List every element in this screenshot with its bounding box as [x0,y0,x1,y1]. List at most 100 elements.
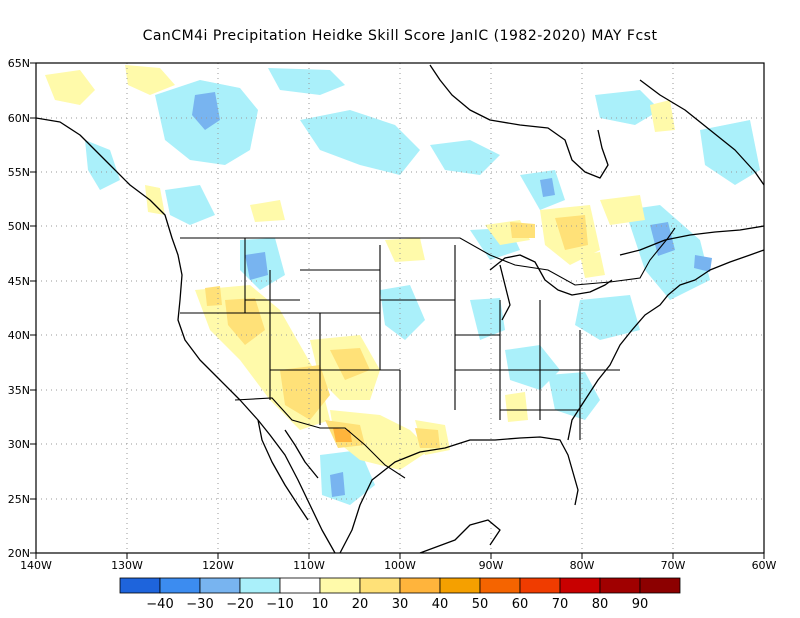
shade-positive [125,65,175,95]
graticule [36,63,764,553]
colorbar-swatch [319,577,361,594]
colorbar-swatch [559,577,601,594]
shade-positive [333,428,352,442]
shade-negative [192,92,220,130]
colorbar-swatch [439,577,481,594]
colorbar-label: −30 [186,597,213,612]
lat-label: 45N [8,275,30,288]
lon-label: 80W [570,559,595,572]
shade-negative [575,295,640,340]
coastlines [36,64,764,553]
lat-label: 60N [8,112,30,125]
lon-label: 70W [661,559,686,572]
colorbar-swatch [479,577,521,594]
shade-positive [225,298,265,345]
colorbar: −40 −30 −20 −10 10 20 30 40 50 60 70 80 90 [119,577,681,612]
lat-label: 65N [8,57,30,70]
shade-negative [245,252,268,280]
map-title: CanCM4i Precipitation Heidke Skill Score… [142,28,658,44]
atlantic-coast [567,249,764,441]
shade-negative [470,298,505,340]
shade-negative [700,120,760,185]
yucatan [419,519,501,553]
colorbar-label: 20 [352,597,369,612]
colorbar-label: 80 [592,597,609,612]
colorbar-swatch [519,577,561,594]
shade-positive [505,392,528,422]
skill-score-shading [45,65,760,505]
shade-negative [380,285,425,340]
shade-negative [268,68,345,95]
shade-negative [300,110,420,175]
colorbar-label: −40 [146,597,173,612]
us-mexico-border [234,397,406,479]
lon-label: 130W [111,559,143,572]
shade-negative [595,90,660,125]
colorbar-swatch [639,577,681,594]
baja-peninsula [257,419,309,521]
shade-negative [165,185,215,225]
shade-positive [45,70,95,105]
shade-negative [330,472,345,497]
us-canada-border [180,227,676,286]
shade-positive [280,365,330,420]
lat-label: 40N [8,329,30,342]
lake-michigan [499,264,511,321]
colorbar-label: 10 [312,597,329,612]
longitude-labels: 140W 130W 120W 110W 100W 90W 80W 70W 60W [20,559,776,572]
shade-positive [205,286,222,306]
colorbar-swatch [119,577,161,594]
great-lakes [489,254,613,296]
lat-label: 30N [8,438,30,451]
shade-positive [145,185,165,215]
pacific-coastline [36,117,336,553]
labrador-coast [639,79,764,186]
lon-label: 140W [20,559,52,572]
colorbar-label: 90 [632,597,649,612]
gulf-coast [339,436,579,553]
colorbar-label: −10 [266,597,293,612]
shade-positive [330,348,370,380]
shade-positive [650,100,675,132]
colorbar-label: 30 [392,597,409,612]
colorbar-label: 40 [432,597,449,612]
colorbar-swatch [599,577,641,594]
lon-label: 60W [752,559,777,572]
shade-negative [548,372,600,420]
axis-ticks [30,62,765,559]
hudson-bay-coast [429,64,609,179]
shade-negative [430,140,500,175]
shade-negative [85,140,120,190]
shade-negative [694,255,712,272]
shade-positive [385,238,425,262]
colorbar-label: 70 [552,597,569,612]
shade-negative [540,178,555,197]
shade-positive [415,428,440,448]
lat-label: 50N [8,220,30,233]
colorbar-label: 50 [472,597,489,612]
gulf-of-california [284,429,319,479]
colorbar-swatch [399,577,441,594]
shade-positive [510,222,535,238]
shade-positive [580,252,605,278]
colorbar-swatch [279,577,321,594]
colorbar-label: 60 [512,597,529,612]
colorbar-swatch [199,577,241,594]
state-lines [180,238,620,440]
shade-negative [650,222,675,256]
lat-label: 35N [8,384,30,397]
lat-label: 25N [8,493,30,506]
shade-positive [555,215,588,250]
colorbar-label: −20 [226,597,253,612]
lon-label: 110W [293,559,325,572]
colorbar-swatch [239,577,281,594]
lat-label: 55N [8,166,30,179]
shade-positive [600,195,645,225]
shade-positive [250,200,285,222]
shade-negative [505,345,560,390]
colorbar-swatch [159,577,201,594]
political-boundaries [180,227,676,479]
lon-label: 120W [202,559,234,572]
colorbar-swatch [359,577,401,594]
